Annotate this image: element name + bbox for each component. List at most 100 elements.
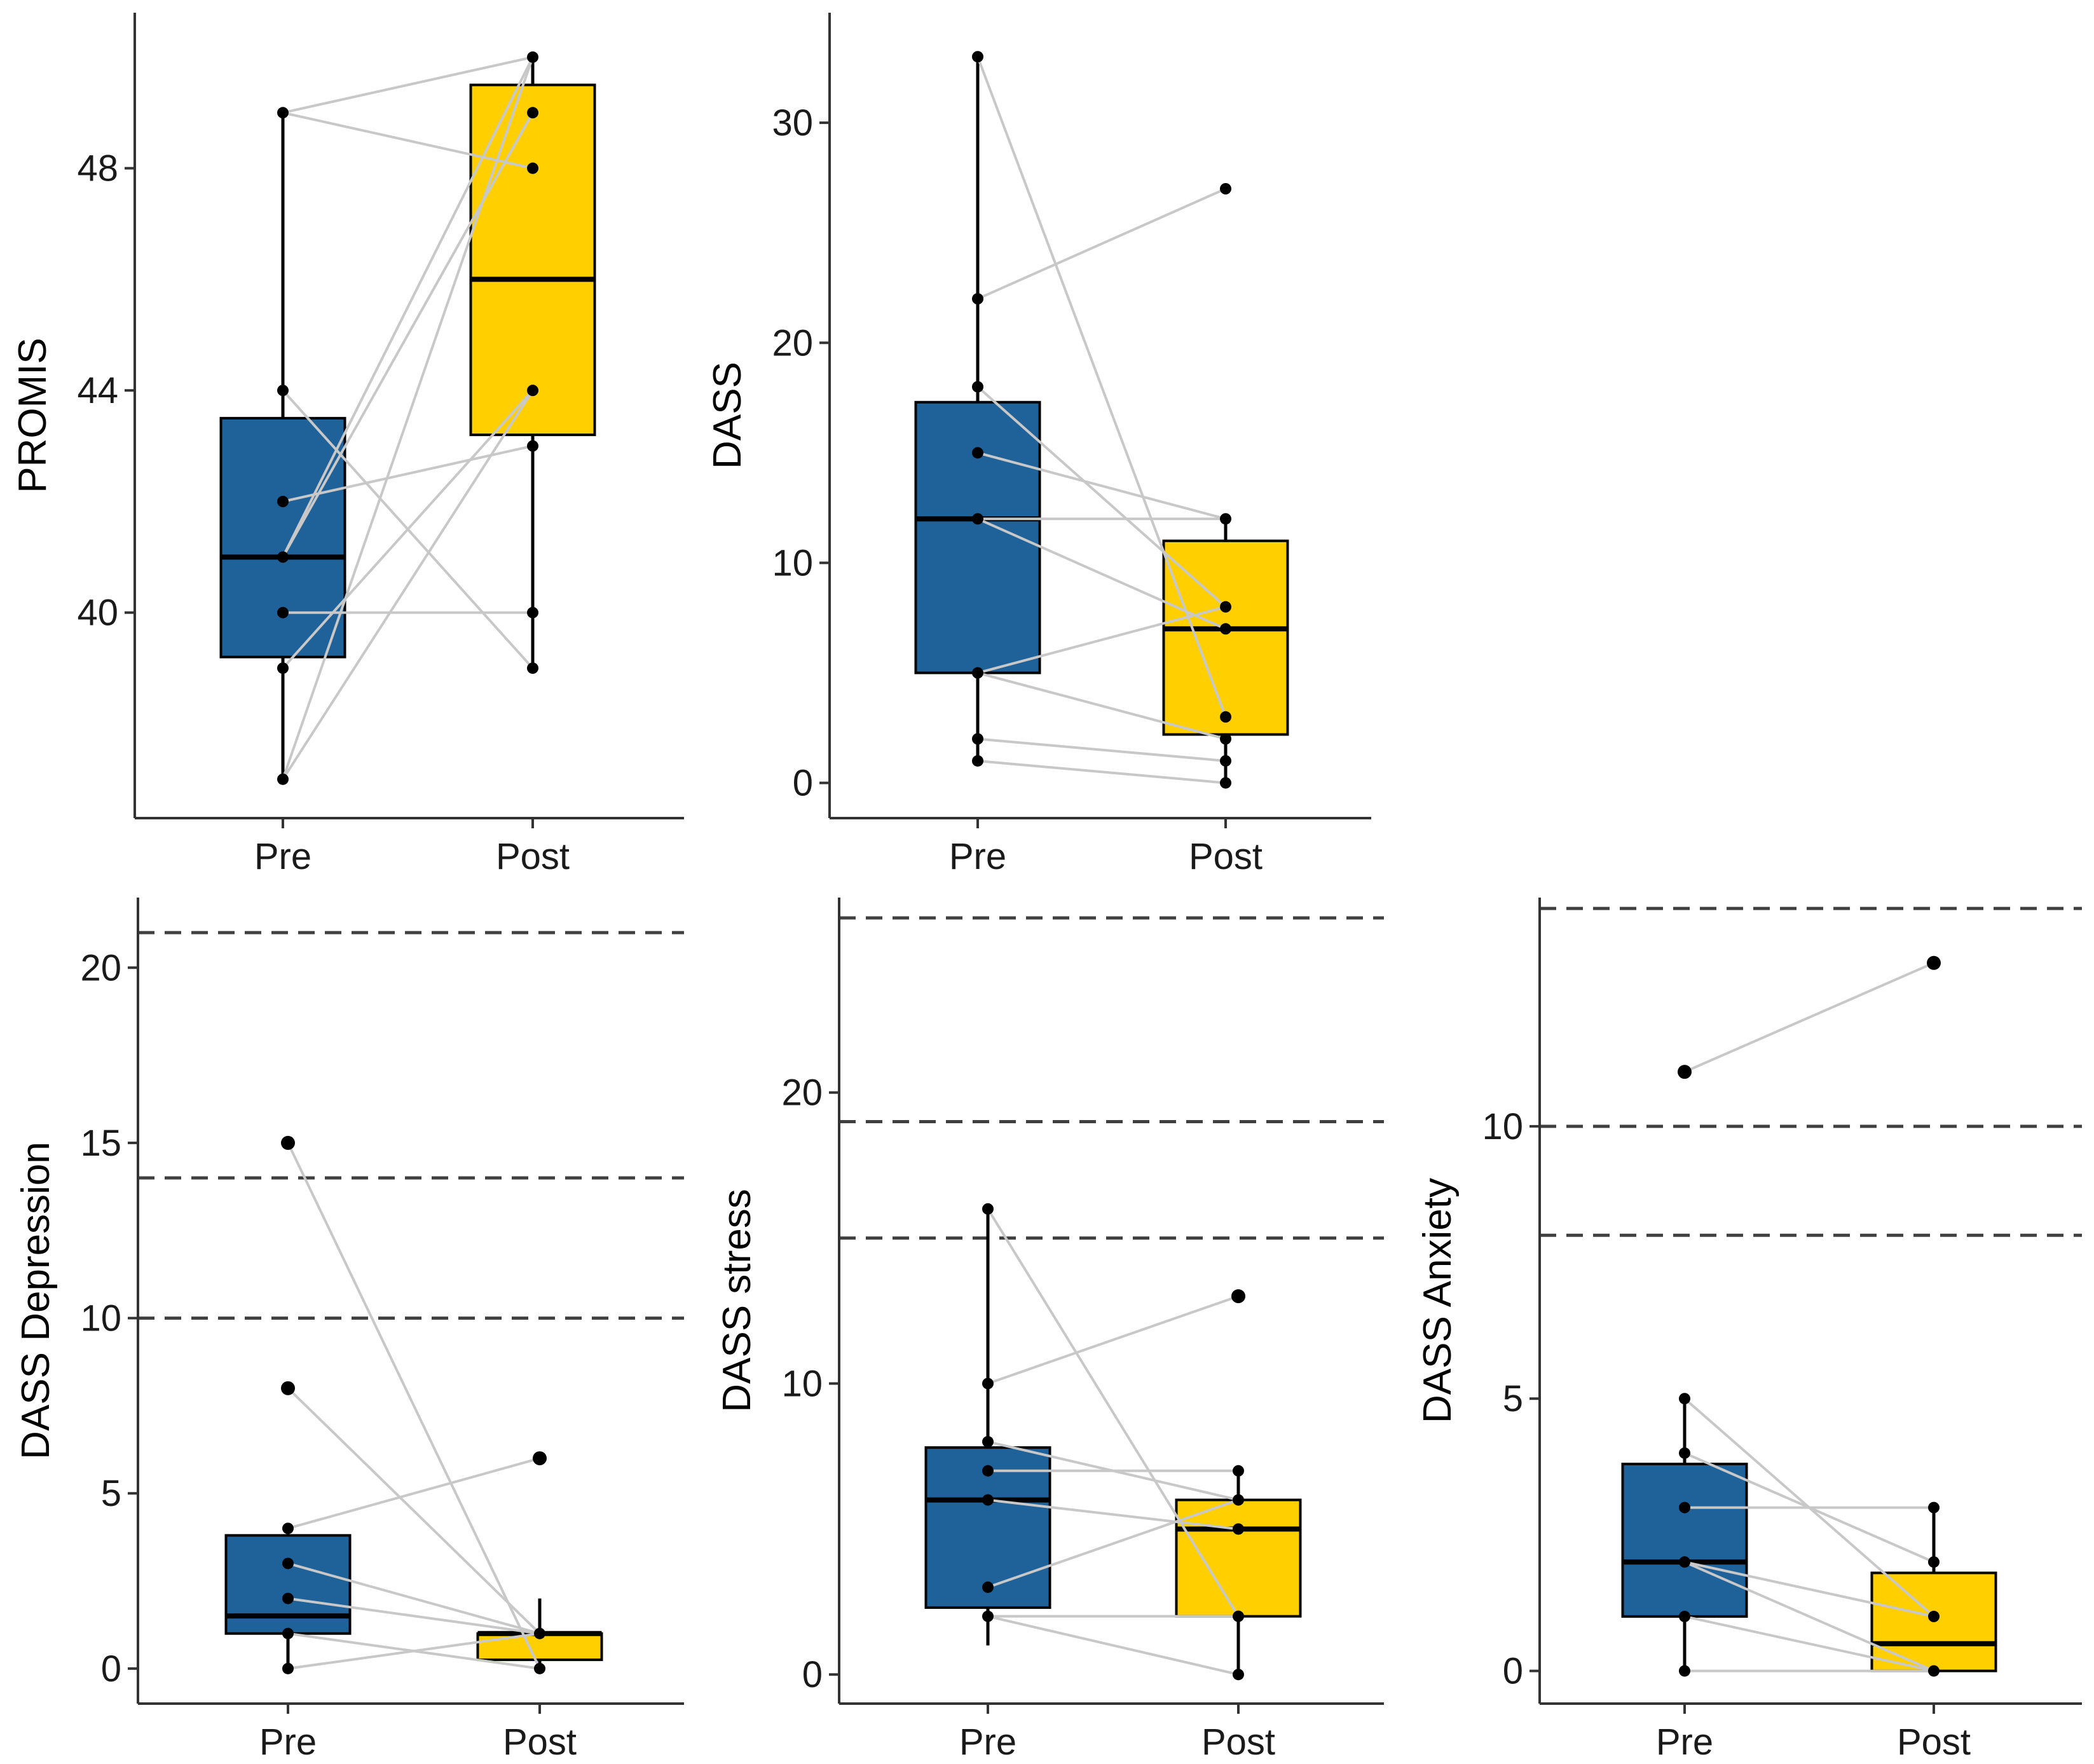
dass-stress-panel: 0 10 20 Pre Post DASS stress bbox=[715, 898, 1384, 1763]
dass-depression-post-point bbox=[533, 1451, 547, 1466]
promis-pre-point bbox=[277, 551, 289, 563]
dass-stress-post-point bbox=[1233, 1523, 1244, 1535]
dass-depression-x-tick-label-post: Post bbox=[503, 1721, 577, 1763]
dass-stress-pre-point bbox=[982, 1494, 994, 1506]
dass-depression-pre-point bbox=[281, 1135, 295, 1150]
promis-post-point bbox=[527, 107, 538, 119]
promis-pre-point bbox=[277, 662, 289, 674]
dass-pair-line bbox=[977, 451, 1226, 521]
dass-stress-pair-line bbox=[987, 1615, 1239, 1676]
promis-y-tick-label: 40 bbox=[77, 592, 118, 634]
dass-stress-post-box bbox=[1175, 1498, 1302, 1618]
dass-pre-point bbox=[972, 381, 983, 393]
dass-stress-pair-line bbox=[987, 1498, 1239, 1531]
dass-anxiety-pre-point bbox=[1679, 1610, 1690, 1622]
dass-stress-pre-point bbox=[982, 1378, 994, 1390]
promis-pair-line bbox=[282, 57, 534, 558]
dass-pair-line bbox=[977, 671, 1226, 741]
dass-anxiety-x-tick-label-pre: Pre bbox=[1656, 1721, 1713, 1763]
dass-depression-pair-line bbox=[287, 1562, 540, 1635]
dass-depression-pair-line bbox=[287, 1632, 540, 1670]
promis-pre-point bbox=[277, 773, 289, 785]
promis-pair-line bbox=[282, 111, 533, 170]
dass-stress-x-tick-label-post: Post bbox=[1201, 1721, 1275, 1763]
dass-depression-pair-line bbox=[287, 1597, 540, 1635]
dass-pair-line bbox=[976, 56, 1227, 718]
dass-depression-pre-point bbox=[282, 1557, 294, 1569]
dass-depression-pre-point bbox=[282, 1662, 294, 1674]
dass-depression-x-tick-label-pre: Pre bbox=[259, 1721, 317, 1763]
dass-depression-y-tick-label: 0 bbox=[101, 1648, 121, 1690]
promis-post-point bbox=[527, 385, 538, 397]
dass-stress-pre-point bbox=[982, 1610, 994, 1622]
dass-stress-pre-point bbox=[982, 1581, 994, 1593]
dass-post-point bbox=[1220, 711, 1231, 723]
dass-pre-point bbox=[972, 513, 983, 525]
dass-anxiety-pre-box bbox=[1621, 1463, 1748, 1618]
dass-depression-post-point bbox=[534, 1662, 545, 1674]
dass-y-axis-title: DASS bbox=[706, 362, 749, 469]
promis-post-point bbox=[527, 162, 538, 174]
dass-anxiety-x-tick-label-post: Post bbox=[1897, 1721, 1971, 1763]
dass-anxiety-pair-line bbox=[1684, 1561, 1934, 1618]
promis-pair-line bbox=[282, 390, 534, 780]
dass-anxiety-post-point bbox=[1928, 1610, 1940, 1622]
dass-depression-pre-point bbox=[282, 1592, 294, 1604]
dass-pair-line bbox=[977, 737, 1226, 762]
dass-stress-pair-line bbox=[987, 1295, 1239, 1385]
promis-post-point bbox=[527, 606, 538, 619]
dass-stress-post-point bbox=[1233, 1494, 1244, 1506]
dass-depression-pair-line bbox=[287, 1457, 540, 1530]
dass-post-point bbox=[1220, 513, 1231, 525]
dass-depression-pre-box bbox=[224, 1534, 352, 1635]
dass-post-point bbox=[1220, 182, 1231, 195]
dass-y-tick-label: 20 bbox=[772, 322, 813, 364]
promis-pair-line bbox=[282, 112, 534, 558]
promis-panel: 40 44 48 Pre Post PROMIS bbox=[11, 13, 684, 877]
dass-anxiety-post-point bbox=[1928, 1665, 1940, 1677]
dass-pair-line bbox=[976, 386, 1227, 608]
dass-stress-post-point bbox=[1233, 1465, 1244, 1477]
promis-pair-line bbox=[282, 389, 534, 669]
dass-pair-line bbox=[977, 760, 1226, 784]
dass-anxiety-post-point bbox=[1927, 955, 1941, 970]
dass-post-point bbox=[1220, 777, 1231, 789]
promis-pre-point bbox=[277, 385, 289, 397]
dass-depression-y-tick-label: 5 bbox=[101, 1473, 121, 1514]
promis-y-tick-label: 48 bbox=[77, 148, 118, 189]
dass-stress-y-tick-label: 0 bbox=[802, 1654, 823, 1695]
promis-pre-point bbox=[277, 495, 289, 507]
dass-depression-pre-point bbox=[282, 1627, 294, 1639]
dass-x-tick-label-pre: Pre bbox=[949, 836, 1006, 877]
promis-y-axis-title: PROMIS bbox=[11, 338, 55, 493]
dass-stress-pre-point bbox=[982, 1203, 994, 1215]
promis-pre-point bbox=[277, 107, 289, 119]
promis-pair-line bbox=[282, 57, 534, 780]
dass-depression-panel: 0 5 10 15 20 Pre Post DASS Depression bbox=[14, 898, 684, 1763]
promis-x-tick-label-pre: Pre bbox=[254, 836, 311, 877]
dass-pair-line bbox=[977, 605, 1226, 674]
dass-anxiety-y-axis-title: DASS Anxiety bbox=[1416, 1178, 1460, 1423]
dass-stress-post-point bbox=[1231, 1289, 1245, 1304]
dass-post-point bbox=[1220, 623, 1231, 635]
dass-anxiety-y-tick-label: 0 bbox=[1503, 1651, 1523, 1692]
dass-stress-post-point bbox=[1233, 1669, 1244, 1681]
dass-y-tick-label: 0 bbox=[793, 763, 813, 804]
dass-stress-y-axis-title: DASS stress bbox=[715, 1189, 759, 1412]
dass-anxiety-pre-point bbox=[1679, 1501, 1690, 1514]
dass-stress-pair-line bbox=[987, 1498, 1239, 1589]
dass-depression-y-tick-label: 10 bbox=[80, 1298, 121, 1339]
dass-pre-point bbox=[972, 51, 983, 63]
promis-post-point bbox=[527, 51, 538, 63]
dass-stress-pair-line bbox=[987, 1208, 1240, 1617]
dass-anxiety-post-point bbox=[1928, 1556, 1940, 1568]
dass-post-point bbox=[1220, 733, 1231, 745]
dass-anxiety-y-tick-label: 10 bbox=[1482, 1106, 1523, 1147]
dass-anxiety-pre-point bbox=[1679, 1447, 1690, 1459]
dass-pre-point bbox=[972, 447, 983, 459]
dass-post-point bbox=[1220, 601, 1231, 613]
dass-y-tick-label: 10 bbox=[772, 542, 813, 584]
promis-post-box bbox=[469, 83, 596, 437]
dass-depression-y-tick-label: 15 bbox=[80, 1123, 121, 1164]
